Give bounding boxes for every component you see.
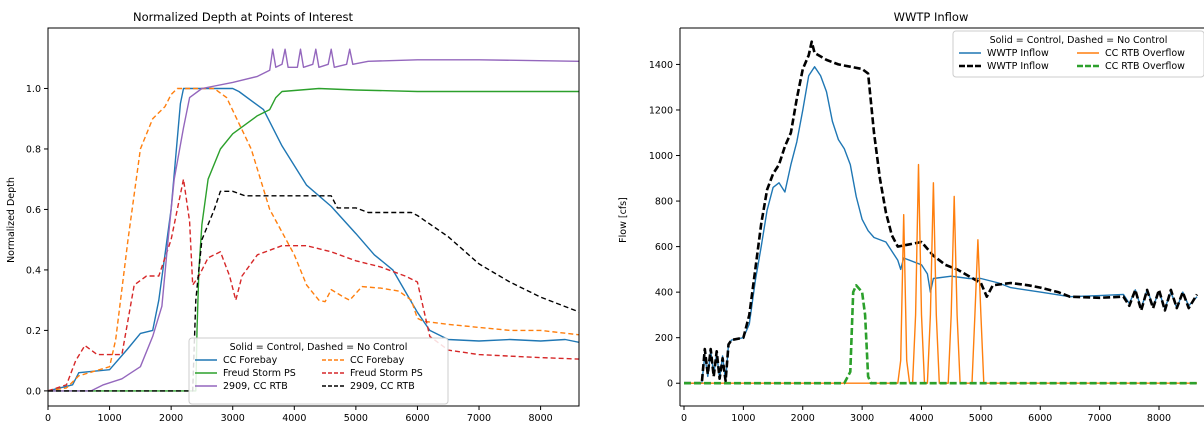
legend-inflow: Solid = Control, Dashed = No Control WWTP… [952,30,1204,78]
series-line-freud-storm-ps-control [48,87,579,392]
series-line-wwtp-inflow-no-control [684,40,1199,385]
x-tick-label: 2000 [791,413,815,424]
x-tick-label: 7000 [467,413,491,424]
series-line-cc-rtb-overflow-control [684,163,1197,384]
x-tick-label: 8000 [1147,413,1171,424]
x-tick-label: 0 [681,413,687,424]
legend-entry: Freud Storm PS [350,368,423,379]
legend-box [188,337,449,405]
y-tick-label: 0.4 [26,265,41,276]
y-tick-label: 0.2 [26,326,41,337]
y-tick-label: 400 [655,288,673,299]
y-tick-label: 0.0 [26,386,41,397]
x-tick-label: 8000 [528,413,552,424]
legend-box [952,30,1204,78]
series-line-cc-rtb-overflow-no-control [684,284,1197,385]
series-line-2909-cc-rtb-control [48,48,579,392]
series-line-2909-cc-rtb-no-control [48,190,579,392]
legend-title: Solid = Control, Dashed = No Control [990,35,1168,46]
y-tick-label: 1000 [649,151,673,162]
x-tick-label: 5000 [344,413,368,424]
legend-entry: 2909, CC RTB [223,381,288,392]
y-tick-label: 1200 [649,105,673,116]
chart-title-depth: Normalized Depth at Points of Interest [133,10,354,24]
plot-frame-depth [47,27,580,407]
x-tick-label: 7000 [1088,413,1112,424]
x-tick-label: 4000 [909,413,933,424]
x-tick-label: 1000 [731,413,755,424]
y-axis-label-depth: Normalized Depth [6,177,17,263]
x-tick-label: 1000 [97,413,121,424]
legend-entry: Freud Storm PS [223,368,296,379]
legend-title: Solid = Control, Dashed = No Control [230,342,408,353]
x-tick-label: 6000 [1028,413,1052,424]
legend-entry: WWTP Inflow [987,61,1049,72]
y-tick-label: 200 [655,333,673,344]
series-line-cc-forebay-control [48,87,579,392]
x-tick-label: 5000 [969,413,993,424]
y-tick-label: 600 [655,242,673,253]
wwtp-inflow-chart: WWTP Inflow Flow [cfs] 0 1000 2000 3000 4000… [618,10,1204,424]
y-axis-label-inflow: Flow [cfs] [618,197,629,243]
y-tick-label: 1.0 [26,84,41,95]
legend-entry: WWTP Inflow [987,48,1049,59]
y-tick-label: 0 [667,379,673,390]
y-tick-label: 1400 [649,60,673,71]
x-tick-label: 3000 [221,413,245,424]
y-tick-label: 800 [655,197,673,208]
legend-entry: CC RTB Overflow [1105,48,1185,59]
chart-title-inflow: WWTP Inflow [894,10,969,24]
legend-entry: CC Forebay [350,355,405,366]
legend-entry: CC RTB Overflow [1105,61,1185,72]
x-tick-label: 6000 [405,413,429,424]
series-line-cc-forebay-no-control [48,87,579,392]
y-tick-label: 0.6 [26,205,41,216]
series-line-freud-storm-ps-no-control [48,178,579,392]
depth-chart: Normalized Depth at Points of Interest N… [6,10,580,424]
x-tick-label: 2000 [159,413,183,424]
x-tick-label: 4000 [282,413,306,424]
legend-depth: Solid = Control, Dashed = No Control CC F… [188,337,449,405]
legend-entry: 2909, CC RTB [350,381,415,392]
x-tick-label: 0 [45,413,51,424]
y-tick-label: 0.8 [26,144,41,155]
legend-entry: CC Forebay [223,355,278,366]
x-tick-label: 3000 [850,413,874,424]
